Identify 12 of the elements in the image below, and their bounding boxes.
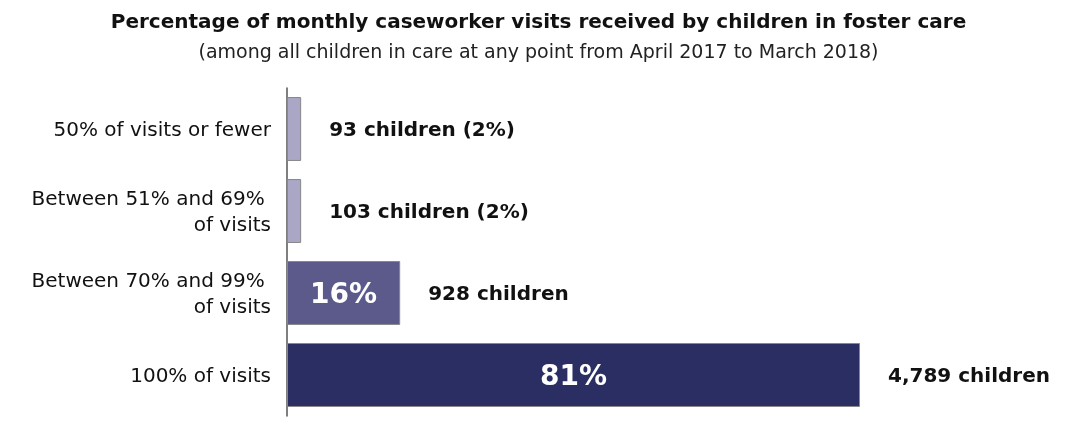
annotation: 928 children bbox=[428, 281, 569, 305]
annotation: 93 children (2%) bbox=[329, 117, 515, 141]
y-tick-label: Between 70% and 99% of visits bbox=[31, 268, 271, 318]
y-tick-label: 50% of visits or fewer bbox=[53, 117, 272, 141]
chart-subtitle: (among all children in care at any point from April 2017 to March 2018) bbox=[198, 39, 879, 62]
y-tick-label: 100% of visits bbox=[130, 363, 271, 387]
annotation: 103 children (2%) bbox=[329, 199, 529, 223]
annotation: 4,789 children bbox=[888, 363, 1051, 387]
chart-title: Percentage of monthly caseworker visits received by children in foster care bbox=[110, 9, 967, 33]
data-label: 81% bbox=[539, 358, 608, 392]
data-label: 16% bbox=[310, 276, 378, 310]
y-tick-label: Between 51% and 69% of visits bbox=[31, 186, 271, 236]
